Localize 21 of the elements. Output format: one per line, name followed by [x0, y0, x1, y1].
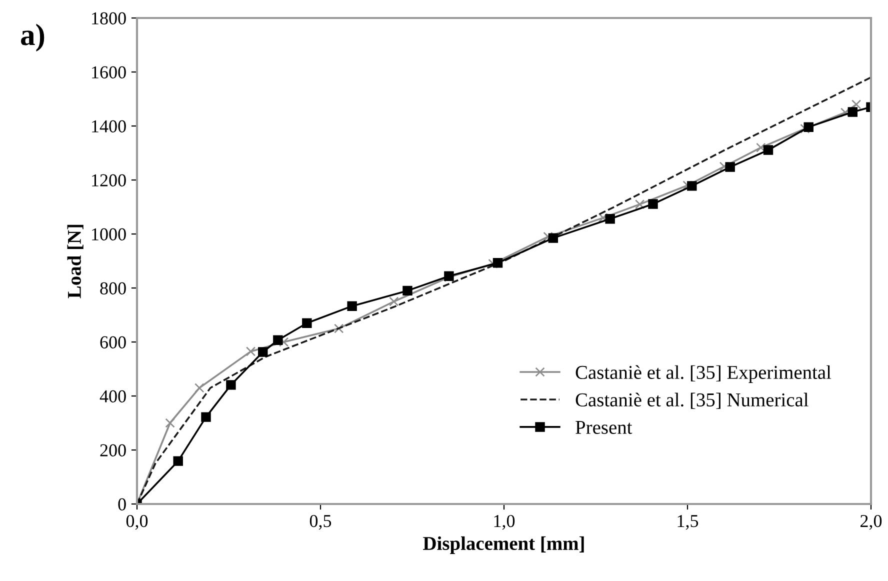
- legend-label: Castaniè et al. [35] Experimental: [576, 365, 832, 383]
- y-tick-label: 200: [100, 444, 126, 456]
- x-tick-label: 0,5: [310, 514, 332, 530]
- y-tick-label: 0: [118, 498, 126, 510]
- y-tick-label: 400: [100, 390, 126, 402]
- y-tick-label: 1800: [92, 12, 126, 24]
- legend-label: Present: [576, 421, 632, 434]
- y-axis-title: Load [N]: [67, 224, 84, 298]
- y-tick-label: 1600: [92, 66, 126, 78]
- legend-label: Castaniè et al. [35] Numerical: [576, 392, 808, 409]
- y-tick-label: 800: [100, 282, 126, 294]
- x-axis-title: Displacement [mm]: [423, 536, 584, 554]
- x-tick-label: 2,0: [860, 514, 882, 530]
- x-tick-label: 0,0: [126, 514, 148, 530]
- text: a): [20, 24, 44, 52]
- y-tick-label: 1400: [92, 120, 126, 132]
- x-tick-label: 1,0: [494, 514, 515, 530]
- y-tick-label: 1200: [92, 174, 126, 186]
- y-tick-label: 600: [100, 336, 126, 348]
- x-tick-label: 1,5: [678, 515, 698, 530]
- y-tick-label: 1000: [92, 228, 126, 240]
